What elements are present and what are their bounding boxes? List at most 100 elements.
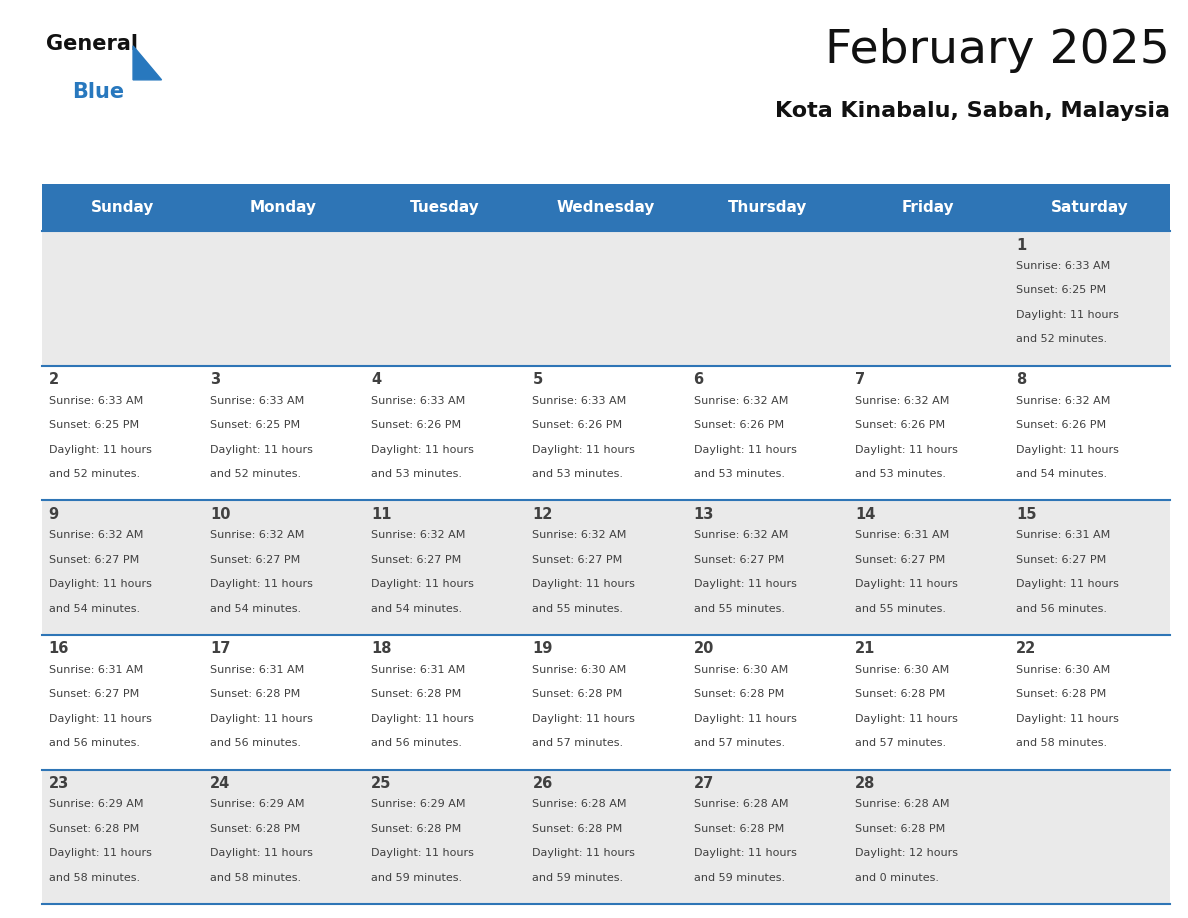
Text: Sunrise: 6:28 AM: Sunrise: 6:28 AM — [532, 800, 627, 810]
Text: Daylight: 11 hours: Daylight: 11 hours — [694, 713, 796, 723]
Text: Sunset: 6:28 PM: Sunset: 6:28 PM — [371, 823, 461, 834]
Text: Sunset: 6:26 PM: Sunset: 6:26 PM — [1016, 420, 1106, 430]
Bar — [42, 231, 1170, 366]
Text: Sunset: 6:27 PM: Sunset: 6:27 PM — [694, 554, 784, 565]
Text: Daylight: 11 hours: Daylight: 11 hours — [210, 579, 312, 589]
Text: Monday: Monday — [249, 200, 317, 215]
Text: and 55 minutes.: and 55 minutes. — [532, 603, 624, 613]
Text: Sunset: 6:28 PM: Sunset: 6:28 PM — [371, 689, 461, 700]
Text: Daylight: 11 hours: Daylight: 11 hours — [855, 579, 958, 589]
Text: Friday: Friday — [902, 200, 955, 215]
Text: Sunrise: 6:32 AM: Sunrise: 6:32 AM — [855, 396, 949, 406]
Text: Sunrise: 6:33 AM: Sunrise: 6:33 AM — [532, 396, 626, 406]
Text: General: General — [46, 34, 138, 54]
Text: Daylight: 11 hours: Daylight: 11 hours — [694, 444, 796, 454]
Text: and 53 minutes.: and 53 minutes. — [532, 469, 624, 479]
Text: 12: 12 — [532, 507, 552, 522]
Text: 8: 8 — [1016, 373, 1026, 387]
Text: and 59 minutes.: and 59 minutes. — [532, 873, 624, 883]
Text: 2: 2 — [49, 373, 59, 387]
Text: Saturday: Saturday — [1050, 200, 1129, 215]
Text: Sunset: 6:28 PM: Sunset: 6:28 PM — [49, 823, 139, 834]
Text: Sunrise: 6:32 AM: Sunrise: 6:32 AM — [49, 531, 143, 540]
Text: Sunrise: 6:31 AM: Sunrise: 6:31 AM — [49, 665, 143, 675]
Text: Daylight: 11 hours: Daylight: 11 hours — [49, 444, 152, 454]
Text: and 0 minutes.: and 0 minutes. — [855, 873, 939, 883]
Text: 7: 7 — [855, 373, 865, 387]
Text: and 54 minutes.: and 54 minutes. — [49, 603, 140, 613]
Text: Sunset: 6:27 PM: Sunset: 6:27 PM — [1016, 554, 1106, 565]
Text: 10: 10 — [210, 507, 230, 522]
Text: Sunrise: 6:32 AM: Sunrise: 6:32 AM — [371, 531, 466, 540]
Text: and 52 minutes.: and 52 minutes. — [49, 469, 140, 479]
Text: Sunday: Sunday — [90, 200, 154, 215]
Text: Sunset: 6:27 PM: Sunset: 6:27 PM — [49, 554, 139, 565]
Text: Sunrise: 6:32 AM: Sunrise: 6:32 AM — [210, 531, 304, 540]
Text: Kota Kinabalu, Sabah, Malaysia: Kota Kinabalu, Sabah, Malaysia — [776, 101, 1170, 121]
Text: Sunset: 6:25 PM: Sunset: 6:25 PM — [49, 420, 139, 430]
Polygon shape — [133, 46, 162, 80]
Text: Daylight: 11 hours: Daylight: 11 hours — [532, 579, 636, 589]
Text: and 55 minutes.: and 55 minutes. — [694, 603, 784, 613]
Text: Sunrise: 6:30 AM: Sunrise: 6:30 AM — [855, 665, 949, 675]
Text: Daylight: 11 hours: Daylight: 11 hours — [1016, 444, 1119, 454]
Bar — [42, 635, 1170, 769]
Text: Sunrise: 6:33 AM: Sunrise: 6:33 AM — [210, 396, 304, 406]
Text: and 56 minutes.: and 56 minutes. — [1016, 603, 1107, 613]
Text: Daylight: 11 hours: Daylight: 11 hours — [532, 713, 636, 723]
Text: Sunrise: 6:28 AM: Sunrise: 6:28 AM — [694, 800, 788, 810]
Text: Sunset: 6:28 PM: Sunset: 6:28 PM — [532, 823, 623, 834]
Text: Sunset: 6:27 PM: Sunset: 6:27 PM — [532, 554, 623, 565]
Text: 21: 21 — [855, 642, 876, 656]
Text: 5: 5 — [532, 373, 543, 387]
Text: 18: 18 — [371, 642, 392, 656]
Text: and 53 minutes.: and 53 minutes. — [371, 469, 462, 479]
Text: Sunset: 6:27 PM: Sunset: 6:27 PM — [855, 554, 946, 565]
Text: 3: 3 — [210, 373, 220, 387]
Text: 15: 15 — [1016, 507, 1037, 522]
Text: Sunrise: 6:31 AM: Sunrise: 6:31 AM — [1016, 531, 1111, 540]
Text: Sunrise: 6:30 AM: Sunrise: 6:30 AM — [694, 665, 788, 675]
Text: Sunset: 6:28 PM: Sunset: 6:28 PM — [1016, 689, 1106, 700]
Text: Daylight: 11 hours: Daylight: 11 hours — [532, 444, 636, 454]
Text: Sunset: 6:26 PM: Sunset: 6:26 PM — [855, 420, 944, 430]
Text: and 53 minutes.: and 53 minutes. — [694, 469, 784, 479]
Bar — [42, 366, 1170, 500]
Text: Sunset: 6:25 PM: Sunset: 6:25 PM — [1016, 285, 1106, 296]
Text: Sunrise: 6:30 AM: Sunrise: 6:30 AM — [1016, 665, 1111, 675]
Text: Sunrise: 6:32 AM: Sunrise: 6:32 AM — [694, 531, 788, 540]
Text: Daylight: 11 hours: Daylight: 11 hours — [49, 848, 152, 858]
Text: Sunrise: 6:30 AM: Sunrise: 6:30 AM — [532, 665, 626, 675]
Text: and 57 minutes.: and 57 minutes. — [855, 738, 946, 748]
Text: Sunrise: 6:29 AM: Sunrise: 6:29 AM — [49, 800, 144, 810]
Text: 20: 20 — [694, 642, 714, 656]
Text: 23: 23 — [49, 776, 69, 791]
Text: Daylight: 11 hours: Daylight: 11 hours — [49, 713, 152, 723]
Bar — [42, 769, 1170, 904]
Text: Daylight: 11 hours: Daylight: 11 hours — [694, 848, 796, 858]
Text: Sunset: 6:28 PM: Sunset: 6:28 PM — [532, 689, 623, 700]
Text: Sunrise: 6:33 AM: Sunrise: 6:33 AM — [1016, 261, 1111, 271]
Text: Sunset: 6:28 PM: Sunset: 6:28 PM — [855, 689, 946, 700]
Text: and 57 minutes.: and 57 minutes. — [532, 738, 624, 748]
Text: Sunset: 6:28 PM: Sunset: 6:28 PM — [694, 823, 784, 834]
Text: Sunset: 6:28 PM: Sunset: 6:28 PM — [694, 689, 784, 700]
Text: Daylight: 11 hours: Daylight: 11 hours — [1016, 310, 1119, 320]
Text: 6: 6 — [694, 373, 703, 387]
Text: 9: 9 — [49, 507, 59, 522]
Text: 24: 24 — [210, 776, 230, 791]
Text: Sunset: 6:26 PM: Sunset: 6:26 PM — [694, 420, 784, 430]
Text: Daylight: 11 hours: Daylight: 11 hours — [1016, 579, 1119, 589]
Text: and 56 minutes.: and 56 minutes. — [49, 738, 140, 748]
Text: and 54 minutes.: and 54 minutes. — [210, 603, 301, 613]
Text: Sunset: 6:25 PM: Sunset: 6:25 PM — [210, 420, 301, 430]
Text: and 54 minutes.: and 54 minutes. — [1016, 469, 1107, 479]
Text: Daylight: 11 hours: Daylight: 11 hours — [1016, 713, 1119, 723]
Text: Wednesday: Wednesday — [557, 200, 655, 215]
Bar — [42, 184, 1170, 231]
Text: and 58 minutes.: and 58 minutes. — [1016, 738, 1107, 748]
Text: Sunrise: 6:31 AM: Sunrise: 6:31 AM — [371, 665, 466, 675]
Text: Daylight: 11 hours: Daylight: 11 hours — [210, 713, 312, 723]
Text: and 54 minutes.: and 54 minutes. — [371, 603, 462, 613]
Text: Daylight: 12 hours: Daylight: 12 hours — [855, 848, 958, 858]
